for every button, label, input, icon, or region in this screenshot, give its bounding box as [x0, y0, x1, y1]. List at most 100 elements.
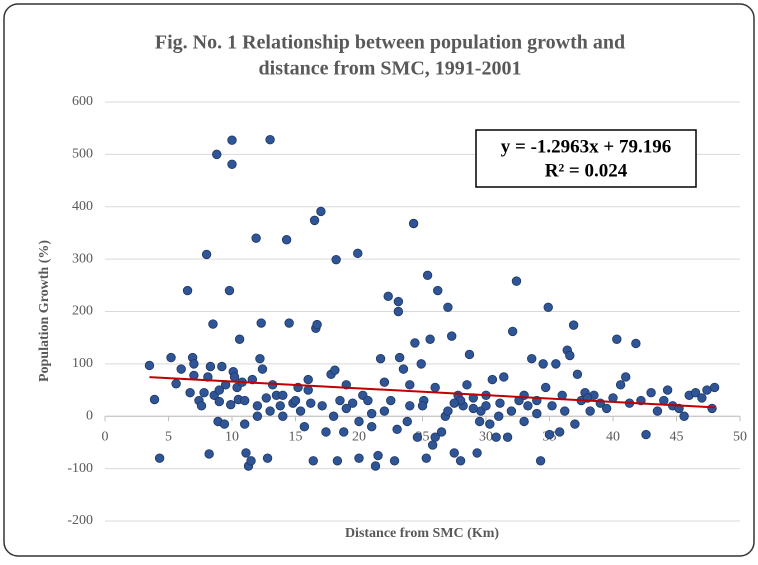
point	[408, 218, 419, 229]
point	[543, 302, 553, 313]
point	[449, 448, 459, 458]
point	[251, 233, 261, 243]
point	[485, 419, 495, 429]
y-tick-label: 400	[72, 199, 93, 214]
point	[491, 432, 501, 442]
point	[551, 359, 561, 369]
point	[532, 408, 542, 419]
point	[544, 429, 555, 440]
point	[422, 270, 433, 281]
point	[398, 364, 409, 374]
y-tick-label: 0	[86, 408, 93, 423]
point	[339, 427, 349, 437]
point	[354, 453, 364, 463]
point	[363, 395, 373, 406]
point	[585, 406, 595, 416]
point	[335, 395, 345, 406]
point	[261, 393, 271, 403]
point	[241, 448, 251, 458]
point	[347, 398, 358, 408]
trend-r-squared: R² = 0.024	[545, 160, 628, 181]
point	[144, 360, 155, 371]
point	[443, 406, 453, 416]
point	[433, 285, 443, 296]
point	[523, 401, 533, 411]
point	[447, 331, 457, 341]
point	[507, 326, 518, 337]
point	[354, 416, 364, 427]
point	[690, 387, 701, 398]
point	[257, 364, 268, 374]
point	[464, 349, 475, 360]
point	[332, 456, 343, 466]
point	[394, 352, 405, 363]
point	[199, 387, 209, 398]
point	[367, 422, 377, 432]
point	[309, 215, 320, 226]
point	[547, 401, 557, 411]
point	[331, 254, 341, 265]
x-tick-label: 0	[102, 429, 109, 444]
point	[474, 416, 485, 427]
chart-subtitle: distance from SMC, 1991-2001	[259, 58, 522, 80]
point	[495, 398, 505, 408]
x-tick-label: 45	[670, 429, 684, 444]
point	[284, 318, 294, 328]
point	[227, 159, 237, 170]
x-tick-label: 50	[733, 429, 747, 444]
point	[367, 408, 377, 419]
point	[246, 456, 256, 466]
point	[375, 353, 386, 364]
point	[303, 374, 313, 385]
point	[239, 419, 250, 429]
point	[502, 432, 513, 442]
point	[370, 461, 381, 471]
point	[341, 403, 352, 414]
point	[171, 379, 181, 389]
point	[615, 380, 626, 390]
point	[612, 334, 622, 344]
point	[455, 456, 466, 466]
point	[214, 385, 225, 395]
point	[527, 353, 537, 364]
point	[472, 448, 482, 458]
point	[386, 395, 396, 406]
point	[410, 338, 420, 348]
trend-equation: y = -1.2963x + 79.196	[501, 136, 671, 157]
point	[430, 382, 440, 393]
points	[144, 135, 720, 471]
chart-title: Fig. No. 1 Relationship between populati…	[155, 32, 625, 54]
point	[224, 285, 235, 296]
point	[405, 380, 415, 390]
point	[430, 432, 440, 442]
point	[317, 401, 327, 411]
x-tick-label: 40	[606, 429, 620, 444]
point	[189, 359, 199, 369]
point	[679, 411, 689, 421]
point	[499, 372, 509, 382]
point	[234, 334, 245, 344]
point	[402, 416, 412, 427]
point	[321, 427, 331, 437]
point	[330, 365, 340, 375]
point	[511, 276, 522, 286]
point	[425, 334, 435, 344]
point	[239, 395, 250, 406]
point	[468, 403, 479, 414]
point	[308, 456, 318, 466]
point	[255, 353, 265, 364]
point	[641, 429, 651, 440]
point	[389, 456, 400, 466]
point	[646, 387, 656, 398]
point	[538, 359, 548, 369]
point	[229, 372, 240, 382]
point	[621, 372, 631, 382]
point	[278, 390, 288, 401]
point	[421, 453, 432, 463]
point	[328, 411, 339, 421]
equation-box	[475, 129, 697, 188]
y-tick-label: -200	[67, 513, 93, 528]
point	[427, 440, 438, 450]
point	[494, 411, 504, 421]
